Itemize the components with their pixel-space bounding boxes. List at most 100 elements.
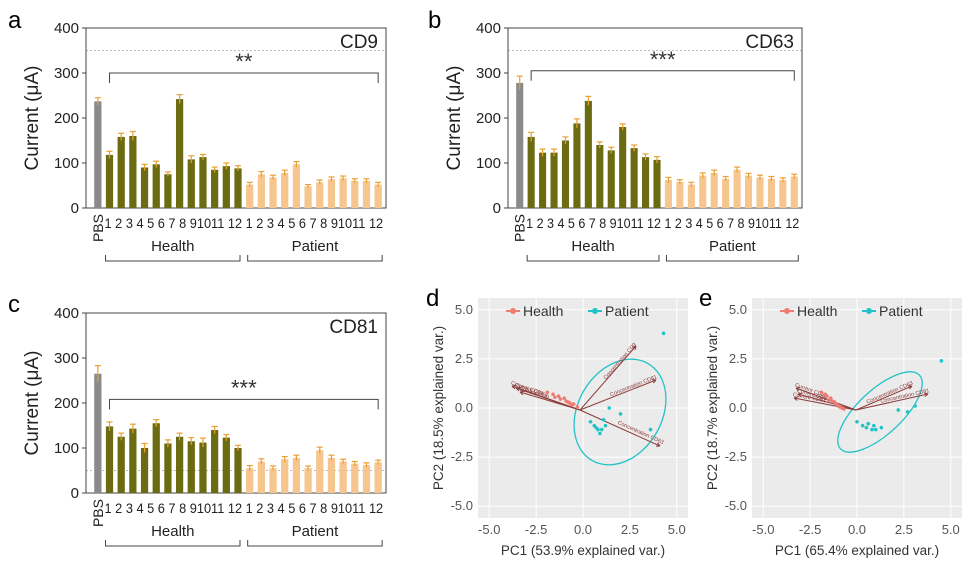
bar-health-7	[175, 99, 184, 208]
loading-arrowhead	[519, 390, 525, 396]
x-tick-label: 2.5	[895, 522, 913, 537]
bar-health-6	[164, 443, 172, 493]
legend-health-label: Health	[523, 303, 563, 319]
y-tick-label: 400	[54, 20, 79, 37]
bar-patient-10	[767, 178, 775, 208]
patient-point	[618, 412, 623, 416]
bar-health-5	[152, 164, 160, 208]
group-label-health: Health	[151, 238, 194, 255]
legend-health-label: Health	[797, 303, 837, 319]
bar-patient-3	[687, 184, 695, 208]
group-label-health: Health	[571, 238, 614, 255]
x-tick-label: -5.0	[752, 522, 774, 537]
loading-arrowhead	[924, 392, 929, 397]
chart-title: CD63	[745, 32, 794, 53]
patient-point	[872, 423, 876, 428]
health-group-bracket	[105, 540, 241, 547]
y-tick-label: 200	[54, 110, 79, 127]
health-point	[558, 397, 563, 401]
bar-patient-7	[733, 169, 741, 208]
bar-patient-12	[790, 176, 798, 208]
bar-health-11	[222, 437, 230, 493]
bar-health-3	[129, 428, 137, 493]
bar-patient-6	[722, 178, 730, 208]
bar-patient-5	[710, 172, 718, 208]
x-axis-label: PC1 (53.9% explained var.)	[501, 543, 665, 558]
legend-patient-label: Patient	[605, 303, 649, 319]
pca-panel-d: d-5.0 -2.5 0.0 2.5 5.0-5.0-2.50.02.55.0Conce…	[426, 285, 688, 558]
bar-patient-2	[257, 174, 265, 208]
health-point	[842, 407, 846, 411]
health-group-bracket	[526, 255, 660, 262]
bar-health-2	[117, 436, 125, 493]
y-axis-label: Current (μA)	[444, 66, 465, 171]
loading-vector	[519, 391, 581, 411]
bar-patient-8	[744, 175, 753, 208]
patient-point	[896, 408, 901, 412]
loading-vector	[795, 387, 857, 411]
bar-patient-9	[339, 178, 347, 208]
health-point	[545, 390, 550, 395]
x-tick-labels: 1 2 3 4 5 6 7 8 91011 12 1 2 3 4 5 6 7 8…	[105, 215, 384, 231]
bar-patient-12	[374, 184, 382, 208]
bar-pbs-1	[94, 373, 102, 493]
bar-health-8	[187, 441, 195, 493]
bar-pbs-1	[516, 82, 524, 208]
legend-patient-label: Patient	[879, 303, 923, 319]
y-tick-label: 0	[71, 200, 79, 217]
bar-health-7	[596, 145, 604, 208]
x-tick-label: 0.0	[574, 522, 592, 537]
patient-point	[603, 423, 608, 428]
x-tick-labels: 1 2 3 4 5 6 7 8 91011 12 1 2 3 4 5 6 7 8…	[105, 500, 384, 516]
bar-patient-8	[327, 457, 336, 493]
pca-panel-e: e-5.0 -2.5 0.0 2.5 5.0-5.0-2.50.02.55.0Conce…	[699, 285, 962, 558]
patient-group-bracket	[247, 255, 383, 262]
bar-health-5	[573, 123, 581, 208]
loading-arrowhead	[655, 442, 661, 447]
y-tick-label: 100	[54, 440, 79, 457]
bar-health-1	[527, 136, 535, 208]
patient-confidence-ellipse	[837, 371, 923, 453]
bar-health-4	[140, 448, 149, 493]
loading-vector	[579, 409, 661, 447]
y-tick-label: -2.5	[451, 449, 473, 464]
loading-arrowhead	[907, 385, 913, 390]
bar-health-9	[619, 127, 627, 208]
patient-point	[588, 419, 593, 424]
health-point	[553, 395, 557, 399]
group-label-patient: Patient	[292, 238, 340, 255]
y-tick-label: 200	[54, 395, 79, 412]
bar-health-2	[539, 152, 547, 208]
loading-vector	[855, 385, 913, 411]
bar-patient-9	[756, 177, 764, 208]
bar-patient-10	[351, 181, 359, 208]
bar-health-5	[152, 423, 160, 493]
x-tick-label: -5.0	[478, 522, 500, 537]
bar-patient-5	[292, 164, 301, 208]
patient-point	[866, 421, 871, 426]
bar-health-8	[607, 150, 615, 208]
loading-vector	[511, 385, 581, 411]
bar-patient-10	[351, 463, 359, 493]
x-tick-label: -2.5	[525, 522, 547, 537]
patient-point	[879, 425, 884, 430]
x-tick-pbs: PBS	[90, 499, 106, 527]
panel-label-b: b	[428, 7, 441, 34]
health-point	[823, 392, 827, 397]
bar-health-1	[105, 426, 114, 493]
bar-health-3	[129, 136, 137, 208]
bar-patient-5	[292, 457, 301, 493]
y-tick-label: 400	[54, 305, 79, 322]
y-axis-label: PC2 (18.5% explained var.)	[431, 326, 446, 490]
patient-point	[601, 417, 606, 422]
health-point	[819, 390, 824, 395]
y-tick-label: -5.0	[725, 498, 747, 513]
y-axis-label: PC2 (18.7% explained var.)	[705, 326, 720, 490]
significance-bracket	[530, 70, 795, 81]
bar-health-4	[140, 167, 149, 208]
y-tick-label: 0.0	[455, 400, 473, 415]
health-point	[830, 399, 835, 403]
bar-health-8	[187, 159, 195, 208]
